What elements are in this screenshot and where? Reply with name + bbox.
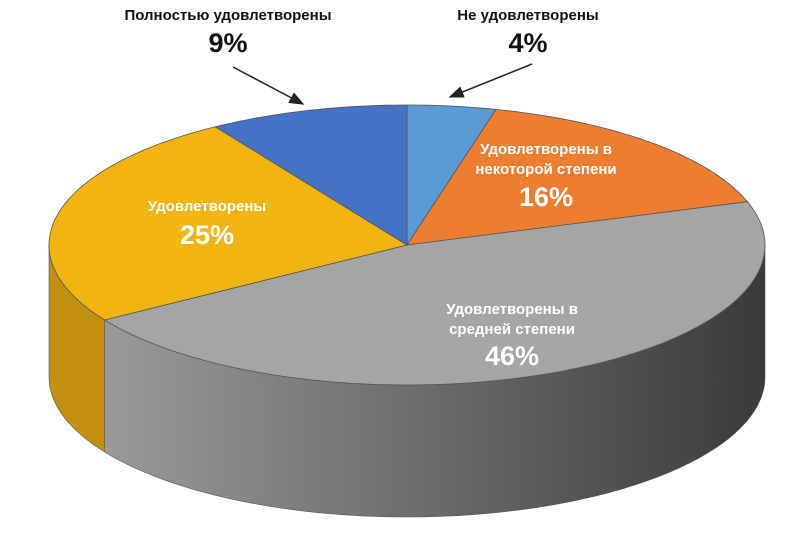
slice-value-label: 25% bbox=[179, 220, 235, 250]
pie-slice bbox=[103, 201, 766, 386]
slice-label: Полностью удовлетворены bbox=[124, 7, 332, 24]
pie-slice bbox=[406, 108, 749, 246]
slice-value-label: 46% bbox=[484, 341, 540, 371]
slice-label: Удовлетворены в средней степени bbox=[446, 301, 578, 338]
slice-label: Не удовлетворены bbox=[457, 7, 599, 24]
slice-value-label: 9% bbox=[208, 28, 248, 58]
slice-label: Удовлетворены в некоторой степени bbox=[475, 141, 617, 178]
slice-label: Удовлетворены bbox=[147, 198, 267, 215]
leader-arrow bbox=[448, 63, 533, 98]
slice-value-label: 4% bbox=[508, 28, 548, 58]
pie-tops bbox=[48, 104, 766, 386]
slice-value-label: 16% bbox=[518, 182, 574, 212]
pie-slice bbox=[48, 126, 409, 321]
pie-slice bbox=[406, 104, 497, 247]
pie-slice bbox=[214, 104, 408, 246]
leader-arrow bbox=[232, 66, 305, 105]
